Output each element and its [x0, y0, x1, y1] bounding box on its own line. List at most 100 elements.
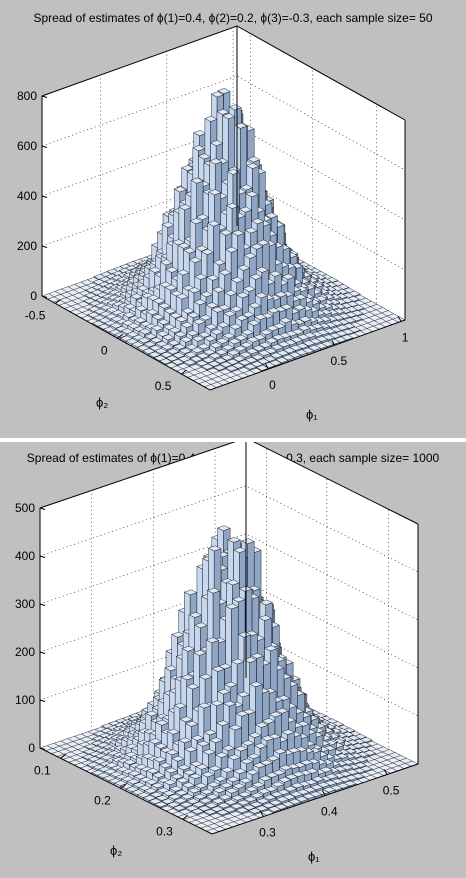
bar-top [152, 297, 166, 304]
bar-top [281, 354, 295, 361]
bar-top [240, 329, 254, 336]
bar-top [201, 357, 215, 364]
bar-top [219, 361, 233, 368]
bar-top [183, 359, 197, 366]
bar-top [282, 347, 296, 354]
bar-top [194, 273, 208, 280]
z-tick-mark [41, 295, 48, 298]
x-tick-label: 1 [402, 330, 409, 344]
bar-top [241, 311, 255, 318]
bar-top [217, 88, 231, 94]
bar-top [228, 104, 242, 111]
bar-top [199, 291, 213, 298]
y-gridline [181, 104, 377, 375]
bar-top [235, 314, 249, 321]
bar-top [147, 351, 161, 358]
bar-top [163, 307, 177, 314]
bar-top [186, 330, 200, 337]
y-tick-mark [181, 369, 187, 375]
z-tick-label: 800 [17, 89, 37, 103]
bar-top [226, 358, 240, 365]
bar-top [181, 307, 195, 314]
z-tick-label: 0 [30, 289, 37, 303]
bar-top [200, 248, 214, 255]
bar-top [247, 319, 261, 326]
bar-top [122, 311, 136, 318]
bar-top [208, 189, 222, 196]
bar-top [206, 274, 220, 281]
x-tick-mark [331, 339, 336, 346]
bar-top [133, 317, 147, 324]
bar-top [279, 317, 293, 324]
bar-top [292, 304, 306, 311]
bar-top [239, 351, 253, 358]
bar-top [161, 221, 175, 228]
bar-top [171, 239, 185, 246]
bar-top [159, 259, 173, 266]
bar-top [212, 259, 226, 266]
bar-top [175, 293, 189, 300]
bar-top [270, 344, 284, 350]
bar-top [174, 316, 188, 323]
x-axis-label: ϕ₁ [306, 407, 318, 422]
bar-top [209, 342, 223, 349]
z-gridline [39, 485, 419, 573]
bar-top [279, 303, 293, 310]
bar-top [189, 356, 203, 362]
bar-top [239, 184, 253, 191]
bar-top [151, 313, 165, 320]
bar-top [190, 177, 204, 184]
bar-top [208, 352, 222, 359]
bar-top [225, 365, 239, 372]
bar-top [213, 364, 227, 371]
bar-top [198, 331, 212, 338]
bar-top [243, 252, 257, 259]
chart-bottom-svg: Spread of estimates of ϕ(1)=0.4, ϕ(2)=0.… [15, 442, 440, 864]
bar-top [157, 318, 171, 325]
z-tick-mark [41, 245, 48, 248]
bar-top [237, 264, 251, 271]
bar-top [114, 332, 128, 338]
bar-top [238, 359, 252, 366]
chart-top-svg: Spread of estimates of ϕ(1)=0.4, ϕ(2)=0.… [17, 11, 433, 422]
bar-top [246, 162, 260, 169]
bar-top [165, 266, 179, 273]
bar-top [209, 158, 223, 165]
bar-top [232, 355, 246, 362]
bar-top [256, 239, 270, 246]
bar-top [193, 299, 207, 306]
bar-top [236, 292, 250, 299]
bar-top [259, 329, 273, 336]
bar-top [192, 145, 206, 152]
bar-top [173, 331, 187, 338]
bar-top [210, 91, 224, 98]
bar-top [196, 214, 210, 220]
axis-line [41, 96, 406, 391]
z-tick-label: 400 [17, 189, 37, 203]
bar-top [160, 351, 174, 358]
bar-top [150, 325, 164, 331]
z-tick-mark [41, 95, 48, 98]
bar-top [167, 339, 181, 346]
bar-top [165, 355, 179, 362]
bar-top [161, 334, 175, 341]
bar-top [250, 243, 264, 250]
z-tick-label: 200 [17, 239, 37, 253]
bar-top [159, 358, 173, 365]
bar-top [196, 352, 210, 359]
bar-top [240, 341, 254, 348]
y-tick-label: -0.5 [25, 309, 46, 323]
y-tick-label: 0 [101, 343, 108, 357]
bar-top [243, 363, 257, 370]
bar-top [244, 227, 258, 234]
bar-top [210, 140, 224, 147]
bar-top [183, 247, 197, 254]
z-tick-mark [41, 145, 48, 148]
bar-top [204, 115, 218, 122]
bar-top [215, 337, 229, 344]
bar-top [214, 349, 228, 356]
bar-top [216, 321, 230, 328]
bar-top [211, 306, 225, 313]
bar-top [166, 348, 180, 355]
